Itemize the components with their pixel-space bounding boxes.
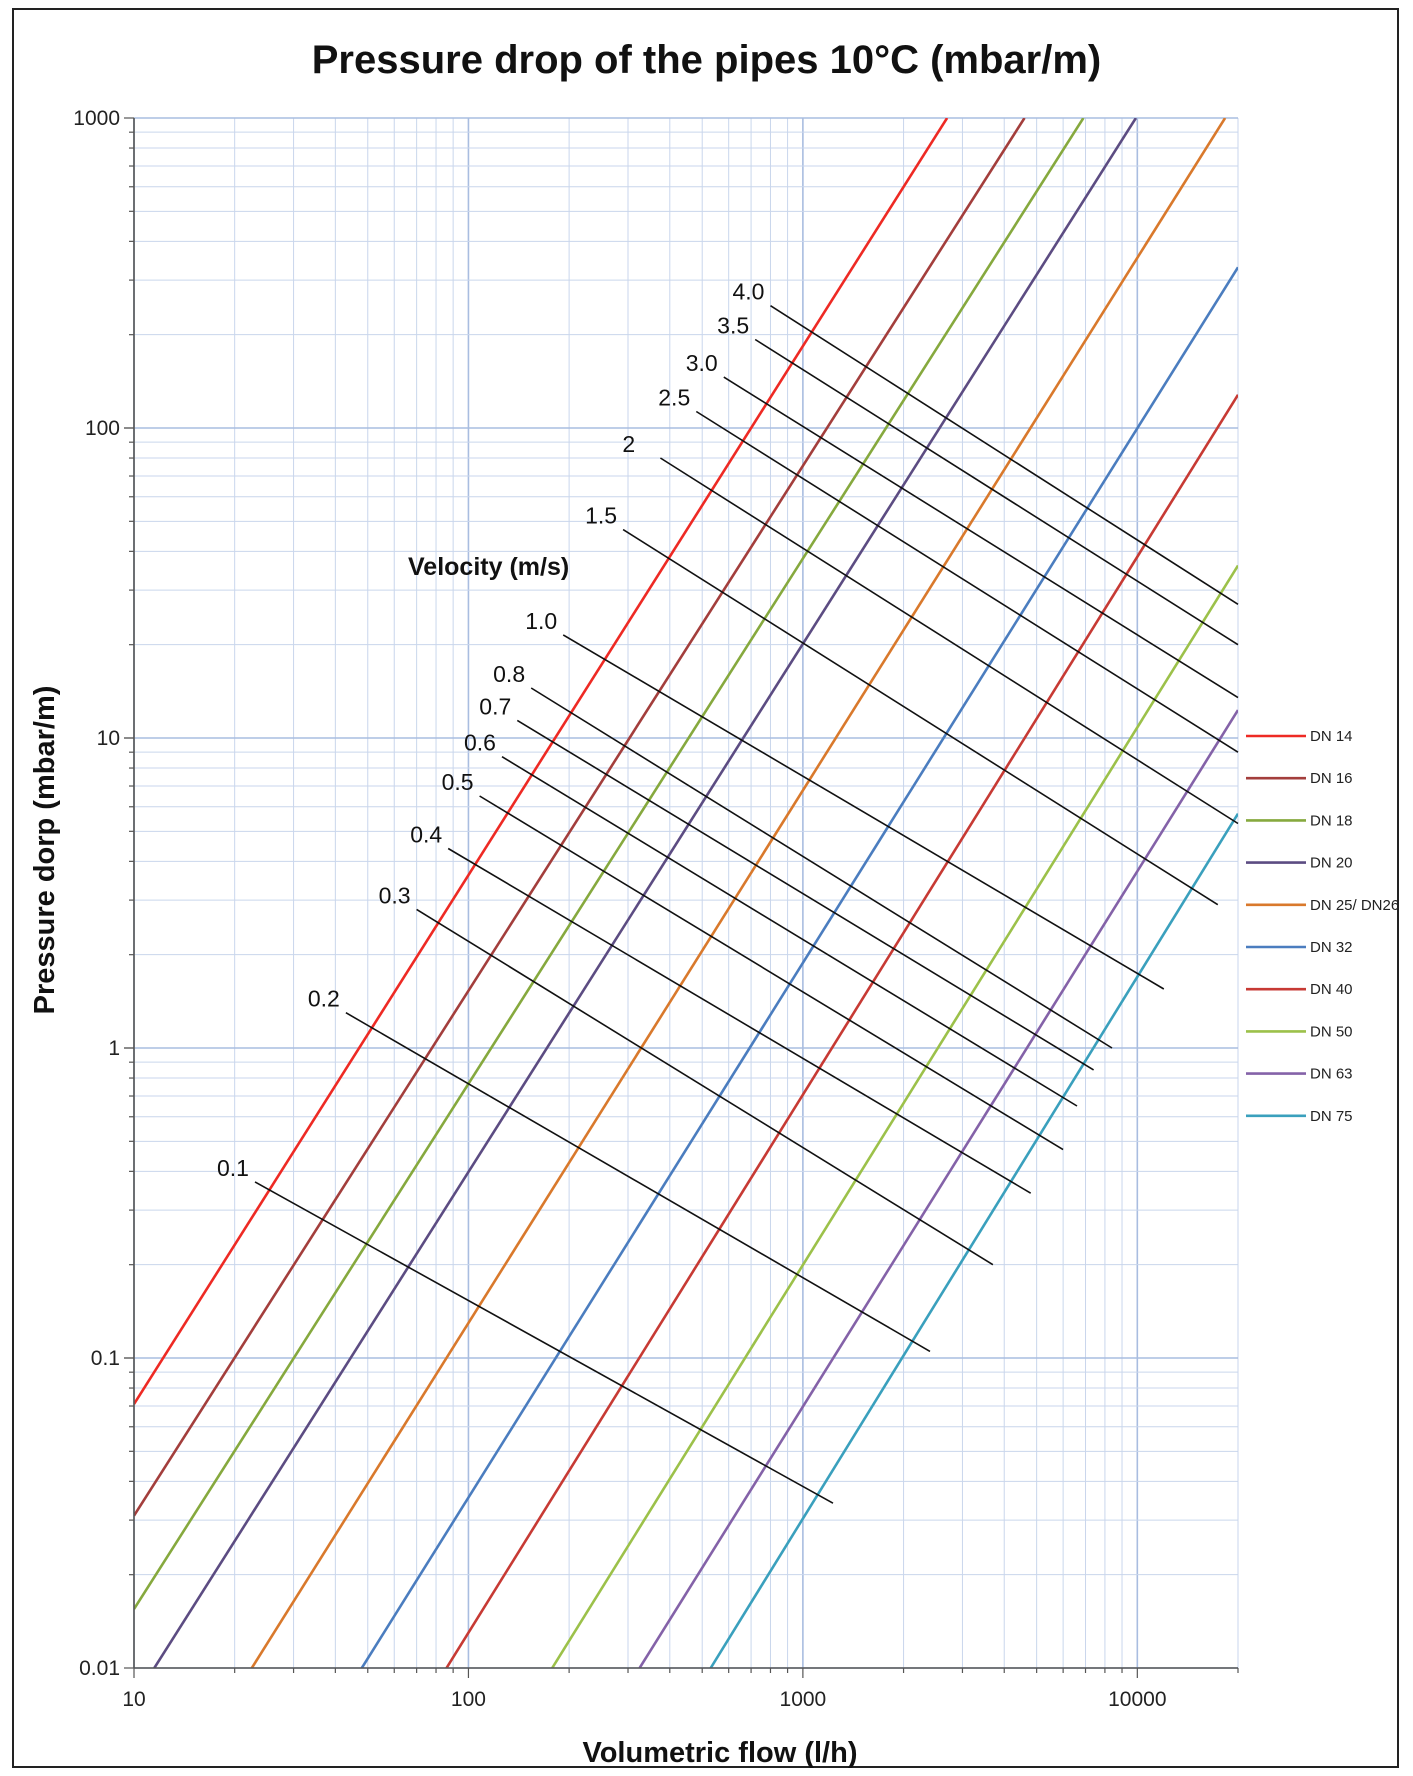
legend-label: DN 18 <box>1310 812 1353 829</box>
series-line-dn-32 <box>360 266 1238 1668</box>
y-tick-label: 10 <box>97 727 120 750</box>
velocity-label: 2 <box>622 431 635 457</box>
velocity-line-0-3 <box>416 908 994 1266</box>
legend-label: DN 50 <box>1310 1023 1353 1040</box>
x-tick-label: 10000 <box>1108 1688 1166 1711</box>
y-tick-label: 0.1 <box>91 1347 120 1370</box>
series-line-dn-20 <box>153 118 1137 1668</box>
y-tick-label: 100 <box>85 417 120 440</box>
velocity-label: 0.5 <box>442 769 474 795</box>
velocity-label: 3.0 <box>686 350 718 376</box>
x-tick-label: 100 <box>451 1688 486 1711</box>
y-axis-title: Pressure dorp (mbar/m) <box>29 686 61 1015</box>
chart-frame <box>12 8 1399 1768</box>
velocity-line-2 <box>659 457 1239 825</box>
velocity-label: 2.5 <box>658 385 690 411</box>
velocity-line-2-5 <box>695 410 1239 753</box>
x-axis-title: Volumetric flow (l/h) <box>583 1737 858 1769</box>
legend-label: DN 63 <box>1310 1066 1353 1083</box>
series-line-dn-50 <box>551 564 1238 1668</box>
velocity-line-0-5 <box>479 795 1064 1151</box>
x-tick-label: 1000 <box>780 1688 827 1711</box>
x-tick-label: 10 <box>122 1688 145 1711</box>
velocity-line-0-2 <box>345 1012 931 1353</box>
legend-label: DN 25/ DN26 <box>1310 897 1399 914</box>
velocity-lines: 0.1 0.2 0.3 0.4 0.5 0.6 0.7 0.8 1.0 1.5 2 2.5 3.0 3.5… <box>217 279 1239 1504</box>
series-line-dn-75 <box>709 813 1238 1668</box>
legend-label: DN 40 <box>1310 981 1353 998</box>
velocity-label: 0.2 <box>308 986 340 1012</box>
series-line-dn-63 <box>638 709 1238 1668</box>
series-line-dn-40 <box>445 394 1238 1668</box>
chart-title: Pressure drop of the pipes 10°C (mbar/m) <box>311 38 1102 82</box>
y-tick-label: 0.01 <box>79 1657 120 1680</box>
velocity-label: 0.7 <box>479 693 511 719</box>
y-tick-label: 1 <box>108 1037 120 1060</box>
velocity-label: 0.3 <box>379 882 411 908</box>
series-line-dn-14 <box>134 118 949 1405</box>
legend: DN 14 DN 16 DN 18 DN 20 DN 25/ DN26 DN 32 DN 4… <box>1246 728 1399 1125</box>
velocity-line-0-4 <box>447 847 1032 1194</box>
velocity-line-4-0 <box>770 305 1239 605</box>
velocity-title: Velocity (m/s) <box>408 553 569 581</box>
velocity-label: 0.6 <box>464 730 496 756</box>
velocity-line-1-0 <box>562 634 1165 990</box>
velocity-line-0-6 <box>501 756 1078 1107</box>
velocity-label: 1.0 <box>525 608 557 634</box>
velocity-line-3-0 <box>723 376 1239 699</box>
velocity-label: 3.5 <box>717 312 749 338</box>
series-line-dn-16 <box>134 118 1026 1517</box>
velocity-label: 0.8 <box>493 661 525 687</box>
velocity-line-3-5 <box>754 338 1239 646</box>
velocity-line-0-7 <box>516 719 1095 1071</box>
velocity-line-1-5 <box>622 528 1219 906</box>
velocity-line-0-1 <box>254 1181 834 1504</box>
legend-label: DN 16 <box>1310 770 1353 787</box>
legend-label: DN 32 <box>1310 939 1353 956</box>
velocity-label: 4.0 <box>732 279 764 305</box>
pipe-series <box>134 118 1238 1668</box>
legend-label: DN 75 <box>1310 1108 1353 1125</box>
axes: 0.01 0.1 1 10 100 1000 10 100 1000 10000 <box>73 107 1239 1711</box>
velocity-line-0-8 <box>530 687 1113 1049</box>
velocity-label: 1.5 <box>585 503 617 529</box>
velocity-label: 0.4 <box>410 822 442 848</box>
y-tick-label: 1000 <box>73 107 120 130</box>
velocity-label: 0.1 <box>217 1155 249 1181</box>
legend-label: DN 20 <box>1310 855 1353 872</box>
series-line-dn-18 <box>134 118 1085 1610</box>
legend-label: DN 14 <box>1310 728 1353 745</box>
series-line-dn-25-dn26 <box>250 118 1227 1668</box>
